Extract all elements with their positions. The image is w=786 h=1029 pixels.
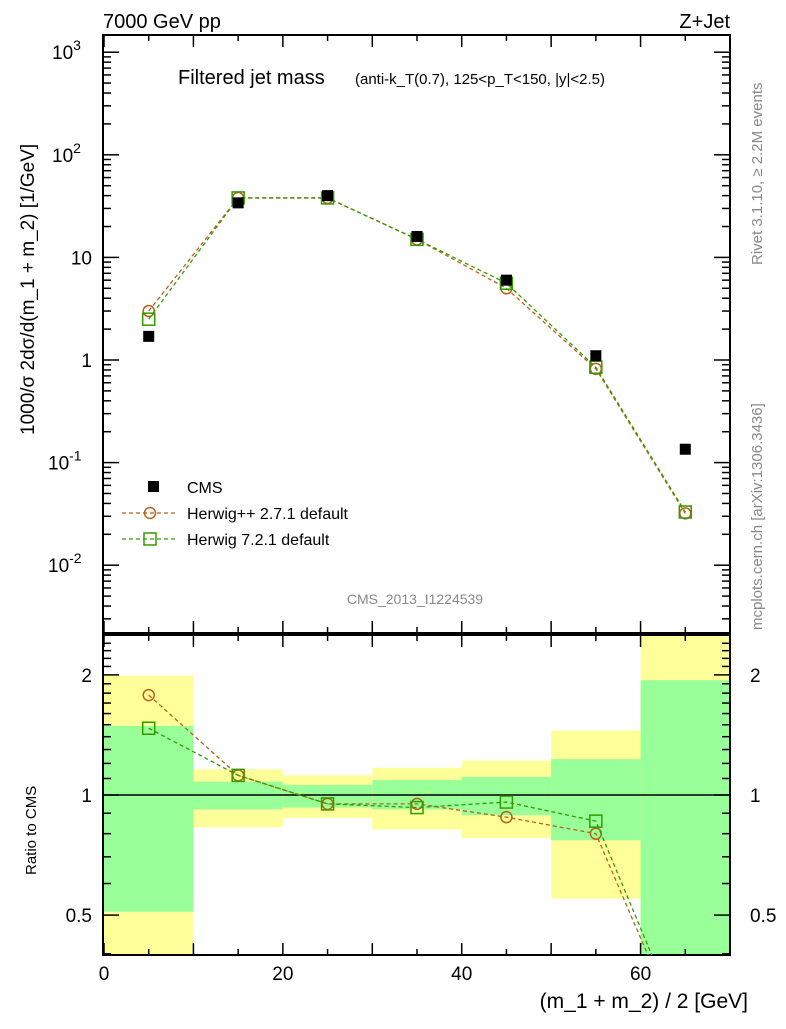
chart-title: Filtered jet mass [178, 67, 325, 89]
legend-label: CMS [187, 480, 223, 497]
herwig7-ratio-point [410, 800, 424, 815]
band-stat-bin [282, 784, 373, 808]
herwig7-ratio-point [499, 795, 514, 809]
mcplots-label: mcplots.cern.ch [arXiv:1306.3436] [749, 403, 766, 630]
ratio-y-axis-label: Ratio to CMS [23, 786, 40, 875]
herwig7-ratio-point [320, 797, 335, 811]
y-tick-label: 103 [52, 37, 81, 64]
cms-point [232, 197, 244, 209]
legend-label: Herwig 7.2.1 default [187, 532, 330, 549]
ratio-y-tick-label-right: 1 [750, 786, 761, 807]
ratio-series [141, 688, 653, 955]
ratio-y-tick-label: 2 [81, 666, 92, 687]
x-tick-label: 0 [99, 964, 110, 985]
y-axis-label: 1000/σ 2dσ/d(m_1 + m_2) [1/GeV] [18, 144, 39, 435]
x-axis-label: (m_1 + m_2) / 2 [GeV] [540, 990, 748, 1013]
ratio-y-tick-label: 0.5 [66, 906, 92, 927]
x-tick-label: 40 [451, 964, 472, 985]
y-tick-label: 1 [81, 351, 92, 372]
cms-point [411, 230, 423, 242]
herwigpp-ratio-point [142, 688, 155, 702]
y-tick-label: 10 [71, 248, 92, 269]
ratio-y-tick-label-right: 2 [750, 666, 761, 687]
x-tick-label: 20 [272, 964, 293, 985]
herwig7-ratio-line [148, 727, 653, 955]
herwig7-ratio-point [231, 768, 245, 783]
header-right: Z+Jet [679, 11, 730, 33]
y-tick-label: 10-1 [48, 448, 82, 475]
analysis-id: CMS_2013_I1224539 [347, 591, 483, 607]
herwigpp-ratio-point [500, 810, 513, 824]
legend-cms-marker [148, 481, 159, 492]
cms-point [322, 190, 334, 202]
cms-point [590, 350, 602, 362]
herwig7-point [141, 312, 156, 326]
band-stat-bin [104, 725, 194, 912]
rivet-label: Rivet 3.1.10, ≥ 2.2M events [749, 83, 766, 266]
legend-marker [143, 506, 157, 520]
legend-marker [143, 532, 157, 546]
legend-label: Herwig++ 2.7.1 default [187, 506, 349, 523]
cms-point [679, 443, 691, 455]
cms-point [500, 274, 512, 286]
x-tick-label: 60 [630, 964, 651, 985]
y-tick-label: 10-2 [48, 550, 82, 577]
ratio-y-tick-label-right: 0.5 [750, 906, 776, 927]
ratio-y-tick-label: 1 [81, 786, 92, 807]
chart-subtitle: (anti-k_T(0.7), 125<p_T<150, |y|<2.5) [355, 71, 605, 88]
y-tick-label: 102 [52, 140, 81, 167]
herwig7-ratio-point [141, 721, 156, 735]
band-stat-bin [640, 680, 730, 955]
cms-point [143, 330, 155, 342]
header-left: 7000 GeV pp [103, 11, 221, 33]
herwig7-ratio-point [589, 814, 603, 828]
herwig7-point [678, 505, 693, 519]
